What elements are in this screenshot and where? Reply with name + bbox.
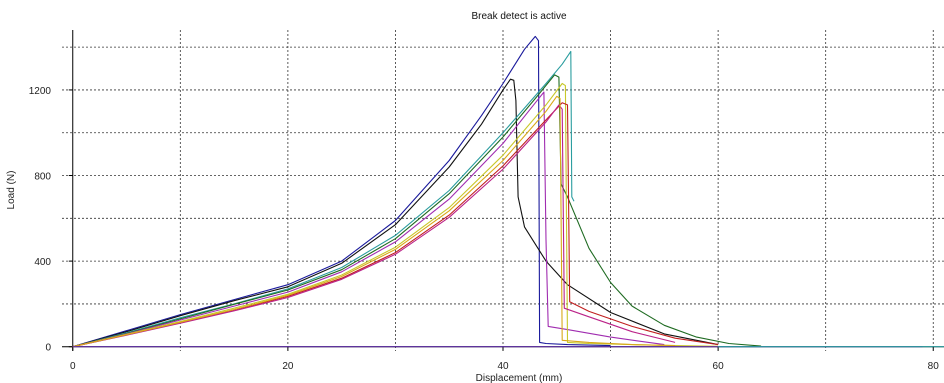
y-tick-label: 1200	[29, 86, 52, 97]
series-line-4	[72, 74, 762, 348]
y-tick-label: 800	[34, 172, 51, 183]
series-line-9	[72, 95, 676, 348]
series-line-3	[72, 50, 575, 348]
x-tick-label: 0	[70, 361, 76, 372]
series-line-6	[72, 82, 719, 348]
series-line-1	[72, 35, 611, 348]
y-tick-label: 0	[45, 343, 51, 354]
series-line-5	[72, 91, 665, 348]
series-group	[72, 35, 944, 348]
y-tick-labels: 0 400 800 1200	[29, 86, 73, 354]
series-line-8	[72, 104, 676, 348]
y-axis-label: Load (N)	[6, 171, 17, 210]
x-tick-labels: 0 20 40 60 80	[70, 346, 940, 372]
y-tick-label: 400	[34, 257, 51, 268]
x-axis-label: Displacement (mm)	[476, 373, 563, 383]
x-tick-label: 20	[282, 361, 294, 372]
x-tick-label: 60	[713, 361, 725, 372]
x-tick-label: 80	[928, 361, 940, 372]
chart-title: Break detect is active	[471, 11, 566, 22]
x-tick-label: 40	[497, 361, 509, 372]
